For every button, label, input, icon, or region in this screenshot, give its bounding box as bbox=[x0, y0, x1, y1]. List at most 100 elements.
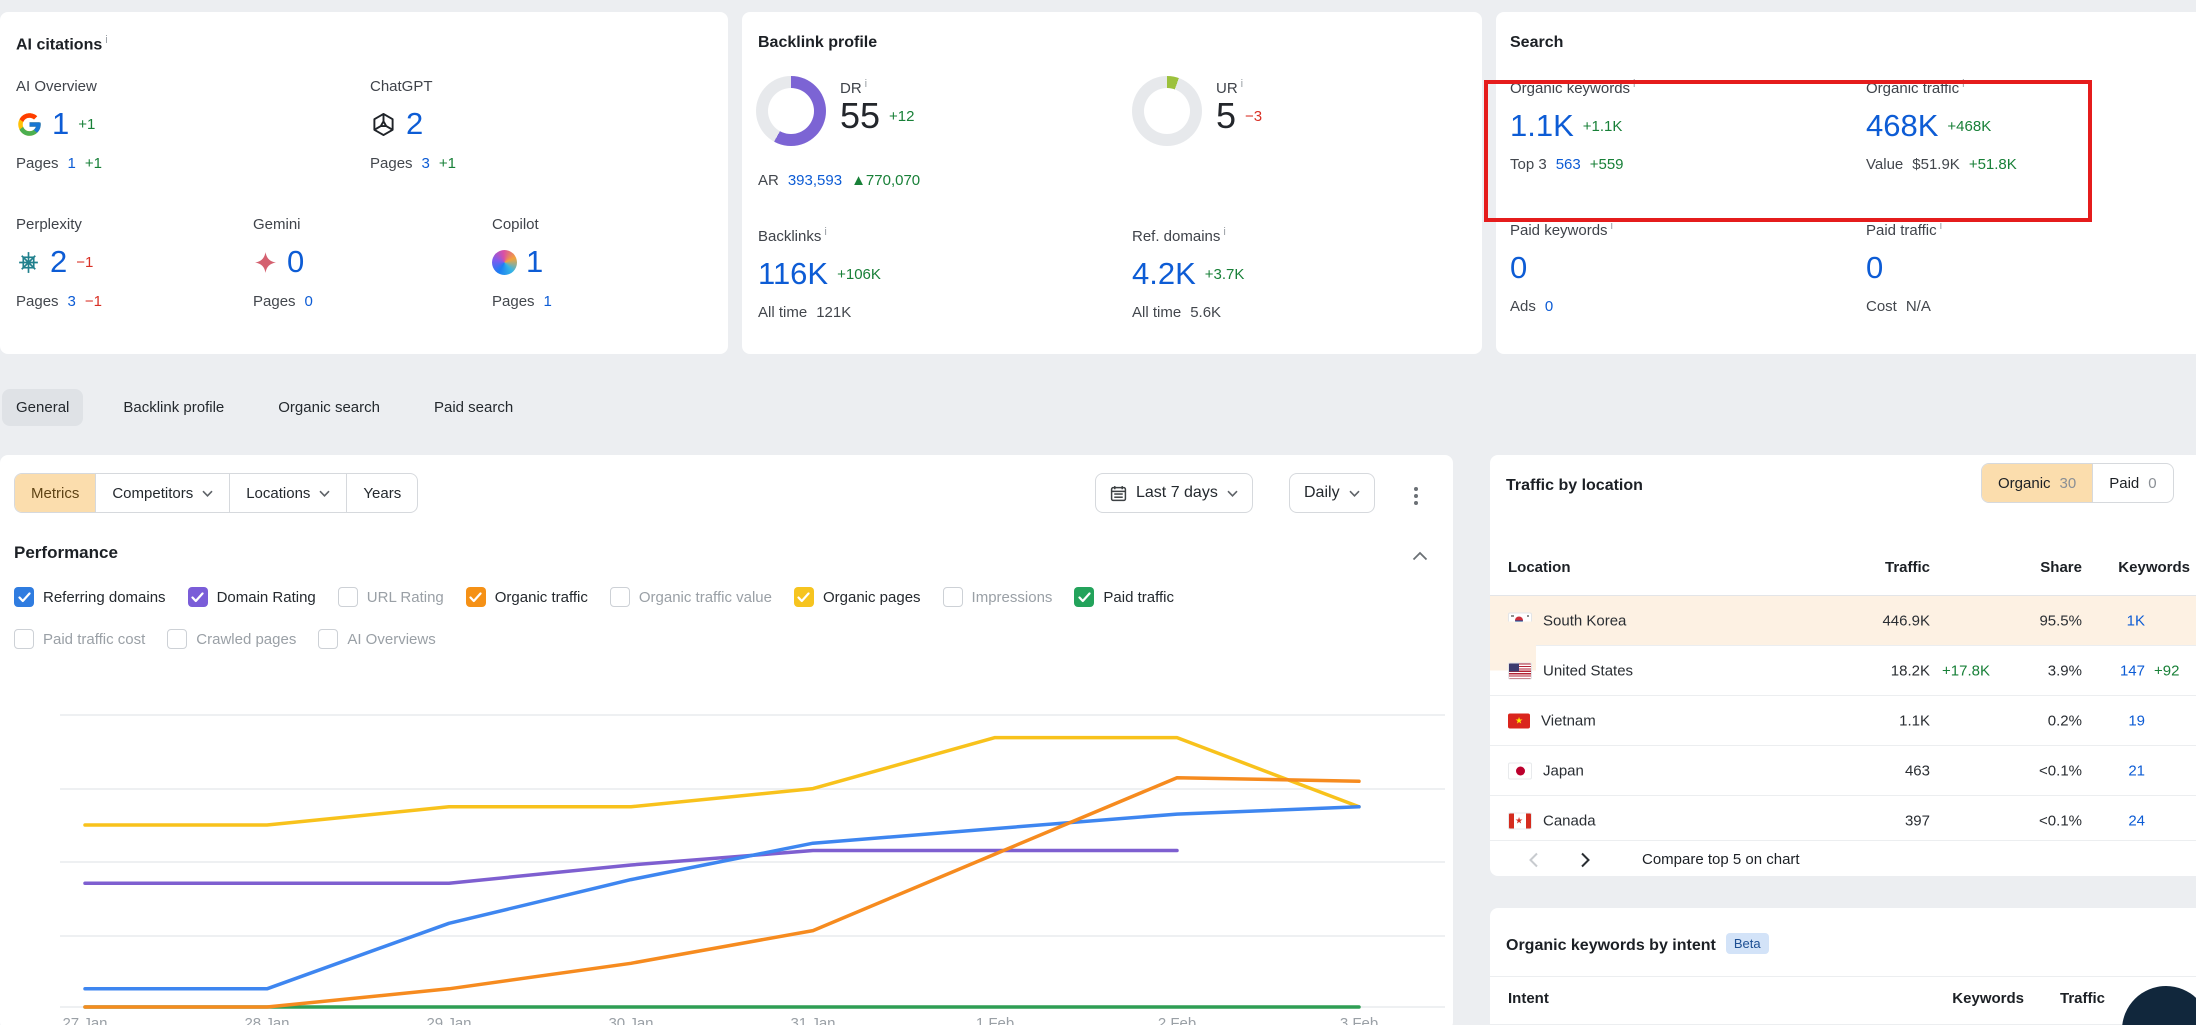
competitors-filter-button[interactable]: Competitors bbox=[95, 474, 229, 512]
keywords-link[interactable]: 24 bbox=[2045, 812, 2145, 829]
flag-vietnam-icon: ★ bbox=[1508, 713, 1530, 728]
copilot-citations-value[interactable]: 1 bbox=[526, 245, 543, 279]
checkbox-checked-icon bbox=[794, 587, 814, 607]
metric-toggle-paid-traffic[interactable]: Paid traffic bbox=[1074, 587, 1174, 607]
ads-count-value[interactable]: 0 bbox=[1545, 298, 1553, 315]
table-row[interactable]: ★ Canada 397 <0.1% 24 bbox=[1490, 795, 2196, 845]
svg-text:2 Feb: 2 Feb bbox=[1158, 1015, 1196, 1025]
ai-card-chatgpt: ChatGPT 2 Pages 3 +1 bbox=[370, 78, 456, 172]
paid-traffic-value[interactable]: 0 bbox=[1866, 251, 1883, 285]
years-filter-button[interactable]: Years bbox=[346, 474, 417, 512]
location-name[interactable]: Canada bbox=[1543, 812, 1596, 829]
ai-overview-citations-value[interactable]: 1 bbox=[52, 107, 69, 141]
gemini-pages-value[interactable]: 0 bbox=[305, 293, 313, 310]
url-rating-value: 5 bbox=[1216, 97, 1236, 135]
toggle-organic[interactable]: Organic 30 bbox=[1982, 464, 2092, 502]
ai-card-ai-overview: AI Overview 1 +1 Pages 1 +1 bbox=[16, 78, 102, 172]
next-page-icon[interactable] bbox=[1580, 852, 1591, 868]
table-row[interactable]: ★ Vietnam 1.1K 0.2% 19 bbox=[1490, 695, 2196, 745]
organic-keywords-value[interactable]: 1.1K bbox=[1510, 109, 1574, 143]
keywords-link[interactable]: 1K bbox=[2045, 612, 2145, 629]
ai-card-perplexity: Perplexity 2 −1 Pages 3 −1 bbox=[16, 216, 102, 310]
location-name[interactable]: United States bbox=[1543, 662, 1633, 679]
perplexity-citations-value[interactable]: 2 bbox=[50, 245, 67, 279]
metric-toggle-organic-traffic[interactable]: Organic traffic bbox=[466, 587, 588, 607]
checkbox-checked-icon bbox=[188, 587, 208, 607]
gemini-icon bbox=[253, 250, 278, 275]
date-range-button[interactable]: Last 7 days bbox=[1095, 473, 1253, 513]
copilot-pages-value[interactable]: 1 bbox=[544, 293, 552, 310]
backlink-profile-panel: Backlink profile DRi 55 +12 AR 393,593 ▲… bbox=[742, 12, 1482, 354]
ref-domains-value[interactable]: 4.2K bbox=[1132, 257, 1196, 291]
info-icon[interactable]: i bbox=[824, 226, 826, 238]
ref-domains-block: Ref. domainsi 4.2K +3.7K All time 5.6K bbox=[1132, 226, 1244, 321]
metric-toggle-organic-pages[interactable]: Organic pages bbox=[794, 587, 921, 607]
paid-traffic-block: Paid traffici 0 Cost N/A bbox=[1866, 220, 1942, 315]
perplexity-icon bbox=[16, 250, 41, 275]
checkbox-unchecked-icon bbox=[943, 587, 963, 607]
tab-organic-search[interactable]: Organic search bbox=[264, 389, 394, 426]
metrics-filter-button[interactable]: Metrics bbox=[15, 474, 95, 512]
top3-keywords-value[interactable]: 563 bbox=[1556, 156, 1581, 173]
domain-rating-block: DRi 55 +12 bbox=[756, 76, 915, 146]
ai-citations-panel: AI citationsi AI Overview 1 +1 Pages 1 +… bbox=[0, 12, 728, 354]
domain-rating-donut bbox=[756, 76, 826, 146]
tab-paid-search[interactable]: Paid search bbox=[420, 389, 527, 426]
metric-toggle-row-1: Referring domains Domain Rating URL Rati… bbox=[14, 587, 1174, 607]
metric-toggle-referring-domains[interactable]: Referring domains bbox=[14, 587, 166, 607]
gemini-citations-value[interactable]: 0 bbox=[287, 245, 304, 279]
info-icon[interactable]: i bbox=[1611, 220, 1613, 232]
locations-filter-button[interactable]: Locations bbox=[229, 474, 346, 512]
metric-toggle-url-rating[interactable]: URL Rating bbox=[338, 587, 444, 607]
keywords-link[interactable]: 19 bbox=[2045, 712, 2145, 729]
perplexity-pages-value[interactable]: 3 bbox=[68, 293, 76, 310]
info-icon[interactable]: i bbox=[1962, 78, 1964, 90]
keywords-link[interactable]: 21 bbox=[2045, 762, 2145, 779]
chatgpt-pages-value[interactable]: 3 bbox=[422, 155, 430, 172]
tab-general[interactable]: General bbox=[2, 389, 83, 426]
location-name[interactable]: Japan bbox=[1543, 762, 1584, 779]
table-row[interactable]: Japan 463 <0.1% 21 bbox=[1490, 745, 2196, 795]
metric-toggle-organic-traffic-value[interactable]: Organic traffic value bbox=[610, 587, 772, 607]
backlinks-value[interactable]: 116K bbox=[758, 257, 828, 291]
checkbox-unchecked-icon bbox=[610, 587, 630, 607]
info-icon[interactable]: i bbox=[105, 34, 107, 46]
organic-traffic-value-usd: $51.9K bbox=[1912, 156, 1960, 173]
location-table-header: Location Traffic Share Keywords bbox=[1490, 559, 2196, 595]
metric-toggle-impressions[interactable]: Impressions bbox=[943, 587, 1053, 607]
backlinks-alltime-value: 121K bbox=[816, 304, 851, 321]
paid-keywords-block: Paid keywordsi 0 Ads 0 bbox=[1510, 220, 1613, 315]
location-name[interactable]: South Korea bbox=[1543, 612, 1626, 629]
toggle-paid[interactable]: Paid 0 bbox=[2092, 464, 2172, 502]
domain-rating-value: 55 bbox=[840, 97, 880, 135]
info-icon[interactable]: i bbox=[1633, 78, 1635, 90]
svg-text:27 Jan: 27 Jan bbox=[62, 1015, 107, 1025]
compare-top5-link[interactable]: Compare top 5 on chart bbox=[1642, 851, 1800, 868]
traffic-by-location-title: Traffic by location bbox=[1506, 477, 1643, 494]
info-icon[interactable]: i bbox=[1940, 220, 1942, 232]
chart-more-options-button[interactable] bbox=[1408, 481, 1424, 511]
table-row[interactable]: South Korea 446.9K 95.5% 1K bbox=[1490, 595, 2196, 645]
info-icon[interactable]: i bbox=[1241, 78, 1243, 90]
ahrefs-rank-value[interactable]: 393,593 bbox=[788, 172, 842, 189]
organic-traffic-value[interactable]: 468K bbox=[1866, 109, 1938, 143]
checkbox-checked-icon bbox=[14, 587, 34, 607]
svg-text:29 Jan: 29 Jan bbox=[426, 1015, 471, 1025]
paid-keywords-value[interactable]: 0 bbox=[1510, 251, 1527, 285]
info-icon[interactable]: i bbox=[1223, 226, 1225, 238]
svg-text:1 Feb: 1 Feb bbox=[976, 1015, 1014, 1025]
metric-toggle-domain-rating[interactable]: Domain Rating bbox=[188, 587, 316, 607]
collapse-section-icon[interactable] bbox=[1412, 551, 1428, 561]
location-name[interactable]: Vietnam bbox=[1541, 712, 1596, 729]
performance-line-chart[interactable]: 27 Jan28 Jan29 Jan30 Jan31 Jan1 Feb2 Feb… bbox=[0, 635, 1453, 1025]
ai-overview-pages-value[interactable]: 1 bbox=[68, 155, 76, 172]
tab-backlink-profile[interactable]: Backlink profile bbox=[109, 389, 238, 426]
info-icon[interactable]: i bbox=[865, 78, 867, 90]
prev-page-icon[interactable] bbox=[1528, 852, 1539, 868]
checkbox-unchecked-icon bbox=[338, 587, 358, 607]
table-row[interactable]: United States 18.2K +17.8K 3.9% 147 +92 bbox=[1490, 645, 2196, 695]
chatgpt-citations-value[interactable]: 2 bbox=[406, 107, 423, 141]
granularity-button[interactable]: Daily bbox=[1289, 473, 1375, 513]
keywords-link[interactable]: 147 bbox=[2045, 662, 2145, 679]
calendar-icon bbox=[1110, 485, 1127, 502]
